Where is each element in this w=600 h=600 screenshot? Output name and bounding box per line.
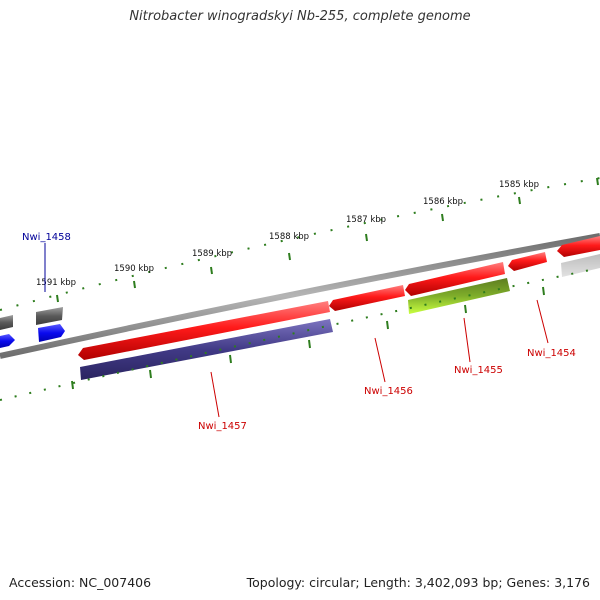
tick-mark <box>288 252 291 261</box>
reverse-strand-features <box>0 254 600 380</box>
tick-mark <box>56 294 59 303</box>
tick-mark <box>229 354 232 364</box>
leader-line-nwi-1455 <box>463 317 471 363</box>
gene-label-nwi-1456[interactable]: Nwi_1456 <box>364 386 413 397</box>
tick-labels: 1585 kbp 1586 kbp 1587 kbp 1588 kbp 1589… <box>36 180 539 288</box>
map-title: Nitrobacter winogradskyi Nb-255, complet… <box>129 9 471 24</box>
tick-label-1588kbp: 1588 kbp <box>269 232 309 242</box>
tick-mark <box>365 233 368 242</box>
gene-nwi-1457-feature[interactable] <box>78 301 330 360</box>
accession-label: Accession: NC_007406 <box>9 575 152 590</box>
gene-label-nwi-1454[interactable]: Nwi_1454 <box>527 348 576 359</box>
topology-summary: Topology: circular; Length: 3,402,093 bp… <box>246 575 590 590</box>
genome-backbone <box>0 233 600 359</box>
tick-mark <box>596 177 599 186</box>
tick-mark <box>149 369 152 379</box>
gene-nwi-1456-feature[interactable] <box>329 285 405 311</box>
forward-strand-features <box>0 236 600 360</box>
gene-nwi-1454-feature[interactable] <box>508 252 547 271</box>
tick-mark <box>133 280 136 289</box>
leader-line-nwi-1457 <box>210 371 220 418</box>
tick-label-1586kbp: 1586 kbp <box>423 197 463 207</box>
tick-label-1591kbp: 1591 kbp <box>36 278 76 288</box>
gene-label-nwi-1457[interactable]: Nwi_1457 <box>198 421 247 432</box>
tick-mark <box>518 196 521 205</box>
inner-tick-ring <box>0 267 600 401</box>
cds-feature-left-edge-grey[interactable] <box>0 315 13 330</box>
cds-feature-left-grey[interactable] <box>36 307 63 325</box>
tick-mark <box>210 266 213 275</box>
leader-line-nwi-1454 <box>536 299 549 344</box>
tick-mark <box>308 339 311 349</box>
cds-feature-left-edge-blue[interactable] <box>0 334 15 348</box>
tick-label-1590kbp: 1590 kbp <box>114 264 154 274</box>
tick-label-1589kbp: 1589 kbp <box>192 249 232 259</box>
gene-nwi-1457-reverse-feature[interactable] <box>80 319 333 380</box>
cds-feature-left-blue[interactable] <box>38 324 65 342</box>
gene-label-nwi-1458[interactable]: Nwi_1458 <box>22 232 71 243</box>
gene-label-nwi-1455[interactable]: Nwi_1455 <box>454 365 503 376</box>
rna-feature-green[interactable] <box>408 278 510 314</box>
tick-mark <box>386 320 389 330</box>
outer-dotted-track <box>0 177 600 311</box>
cds-feature-right-light-grey[interactable] <box>561 254 600 277</box>
tick-label-1585kbp: 1585 kbp <box>499 180 539 190</box>
tick-mark <box>464 304 467 314</box>
outer-tick-ring <box>0 177 600 311</box>
leader-line-nwi-1456 <box>374 337 386 383</box>
tick-mark <box>441 213 444 222</box>
gene-labels: Nwi_1454 Nwi_1455 Nwi_1456 Nwi_1457 Nwi_… <box>22 232 576 432</box>
cds-feature-right-edge[interactable] <box>557 236 600 257</box>
tick-mark <box>542 286 545 296</box>
tick-mark <box>71 380 74 390</box>
gene-nwi-1455-feature[interactable] <box>405 262 505 296</box>
tick-label-1587kbp: 1587 kbp <box>346 215 386 225</box>
